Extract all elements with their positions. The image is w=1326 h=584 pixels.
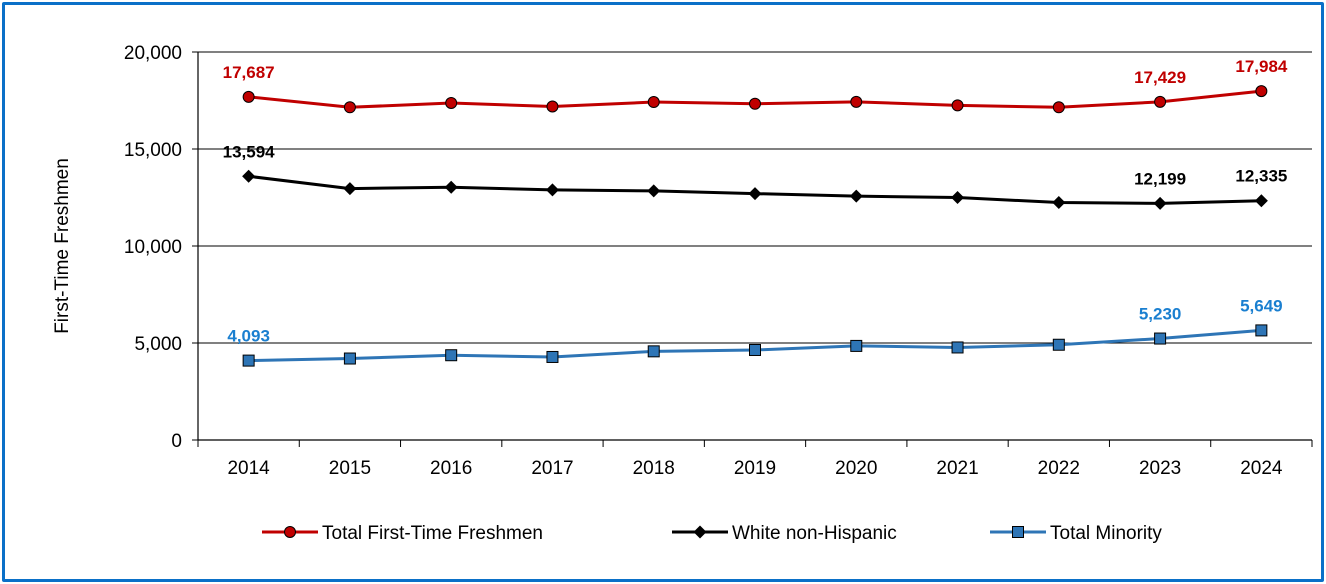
x-tick-label: 2022	[1038, 458, 1080, 479]
legend-label: Total Minority	[1050, 523, 1162, 544]
point-marker	[1153, 196, 1167, 210]
series-layer	[242, 85, 1268, 367]
point-marker	[444, 180, 458, 194]
y-tick-label: 15,000	[124, 140, 182, 161]
data-label: 17,687	[223, 63, 275, 82]
point-marker	[1255, 85, 1268, 98]
legend-item-1: White non-Hispanic	[672, 523, 897, 544]
data-label: 5,649	[1240, 296, 1283, 315]
point-marker	[749, 343, 761, 356]
data-labels: 17,687 17,429 17,984 13,594 12,199 12,335 4,09…	[223, 57, 1288, 345]
point-marker	[1154, 332, 1167, 345]
legend-item-2: Total Minority	[990, 523, 1162, 544]
x-tick-label: 2020	[835, 458, 877, 479]
point-marker	[343, 182, 357, 196]
point-marker	[748, 187, 762, 201]
y-axis-title: First-Time Freshmen	[52, 158, 73, 334]
gridlines	[198, 51, 1312, 344]
series-2	[242, 324, 1268, 367]
series-0	[242, 85, 1268, 114]
point-marker	[1012, 526, 1024, 538]
point-marker	[343, 352, 356, 365]
x-tick-label: 2021	[936, 458, 978, 479]
y-tick-label: 10,000	[124, 237, 182, 258]
data-label: 13,594	[223, 142, 276, 161]
x-tick-label: 2018	[633, 458, 675, 479]
point-marker	[849, 189, 863, 203]
y-tick-label: 0	[171, 431, 182, 452]
point-marker	[1052, 101, 1065, 114]
point-marker	[693, 525, 707, 539]
point-marker	[951, 99, 964, 112]
x-tick-label: 2016	[430, 458, 472, 479]
series-1	[242, 169, 1268, 210]
legend-item-0: Total First-Time Freshmen	[262, 523, 543, 544]
point-marker	[284, 526, 296, 538]
point-marker	[1255, 324, 1268, 337]
y-tick-label: 5,000	[134, 334, 182, 355]
legend-label: White non-Hispanic	[732, 523, 897, 544]
point-marker	[343, 101, 356, 114]
y-axis-ticks: 0 5,000 10,000 15,000 20,000	[124, 43, 198, 452]
x-tick-label: 2024	[1240, 458, 1283, 479]
x-tick-label: 2019	[734, 458, 776, 479]
point-marker	[445, 349, 458, 362]
point-marker	[545, 183, 559, 197]
point-marker	[647, 96, 660, 109]
data-label: 5,230	[1139, 305, 1182, 324]
x-tick-label: 2023	[1139, 458, 1181, 479]
point-marker	[1154, 95, 1167, 108]
point-marker	[850, 95, 863, 108]
point-marker	[445, 97, 458, 110]
point-marker	[242, 354, 255, 367]
data-label: 4,093	[227, 327, 270, 346]
point-marker	[546, 100, 559, 113]
point-marker	[951, 341, 964, 354]
x-tick-label: 2015	[329, 458, 371, 479]
point-marker	[1052, 338, 1065, 351]
data-label: 17,984	[1235, 57, 1288, 76]
x-axis: 2014 2015 2016 2017 2018 2019 2020 2021 2022 2023…	[197, 52, 1313, 479]
data-label: 17,429	[1134, 68, 1186, 87]
x-tick-label: 2017	[531, 458, 573, 479]
point-marker	[647, 184, 661, 198]
point-marker	[749, 97, 761, 110]
point-marker	[1052, 196, 1066, 210]
point-marker	[850, 339, 863, 352]
point-marker	[242, 169, 256, 183]
point-marker	[951, 191, 965, 204]
data-label: 12,335	[1235, 167, 1287, 186]
point-marker	[242, 90, 255, 103]
data-label: 12,199	[1134, 169, 1186, 188]
legend: Total First-Time Freshmen White non-Hispa…	[262, 523, 1162, 544]
point-marker	[1254, 194, 1268, 208]
point-marker	[647, 345, 660, 358]
x-tick-label: 2014	[227, 458, 270, 479]
point-marker	[546, 350, 559, 363]
y-tick-label: 20,000	[124, 43, 182, 64]
legend-label: Total First-Time Freshmen	[322, 523, 543, 544]
